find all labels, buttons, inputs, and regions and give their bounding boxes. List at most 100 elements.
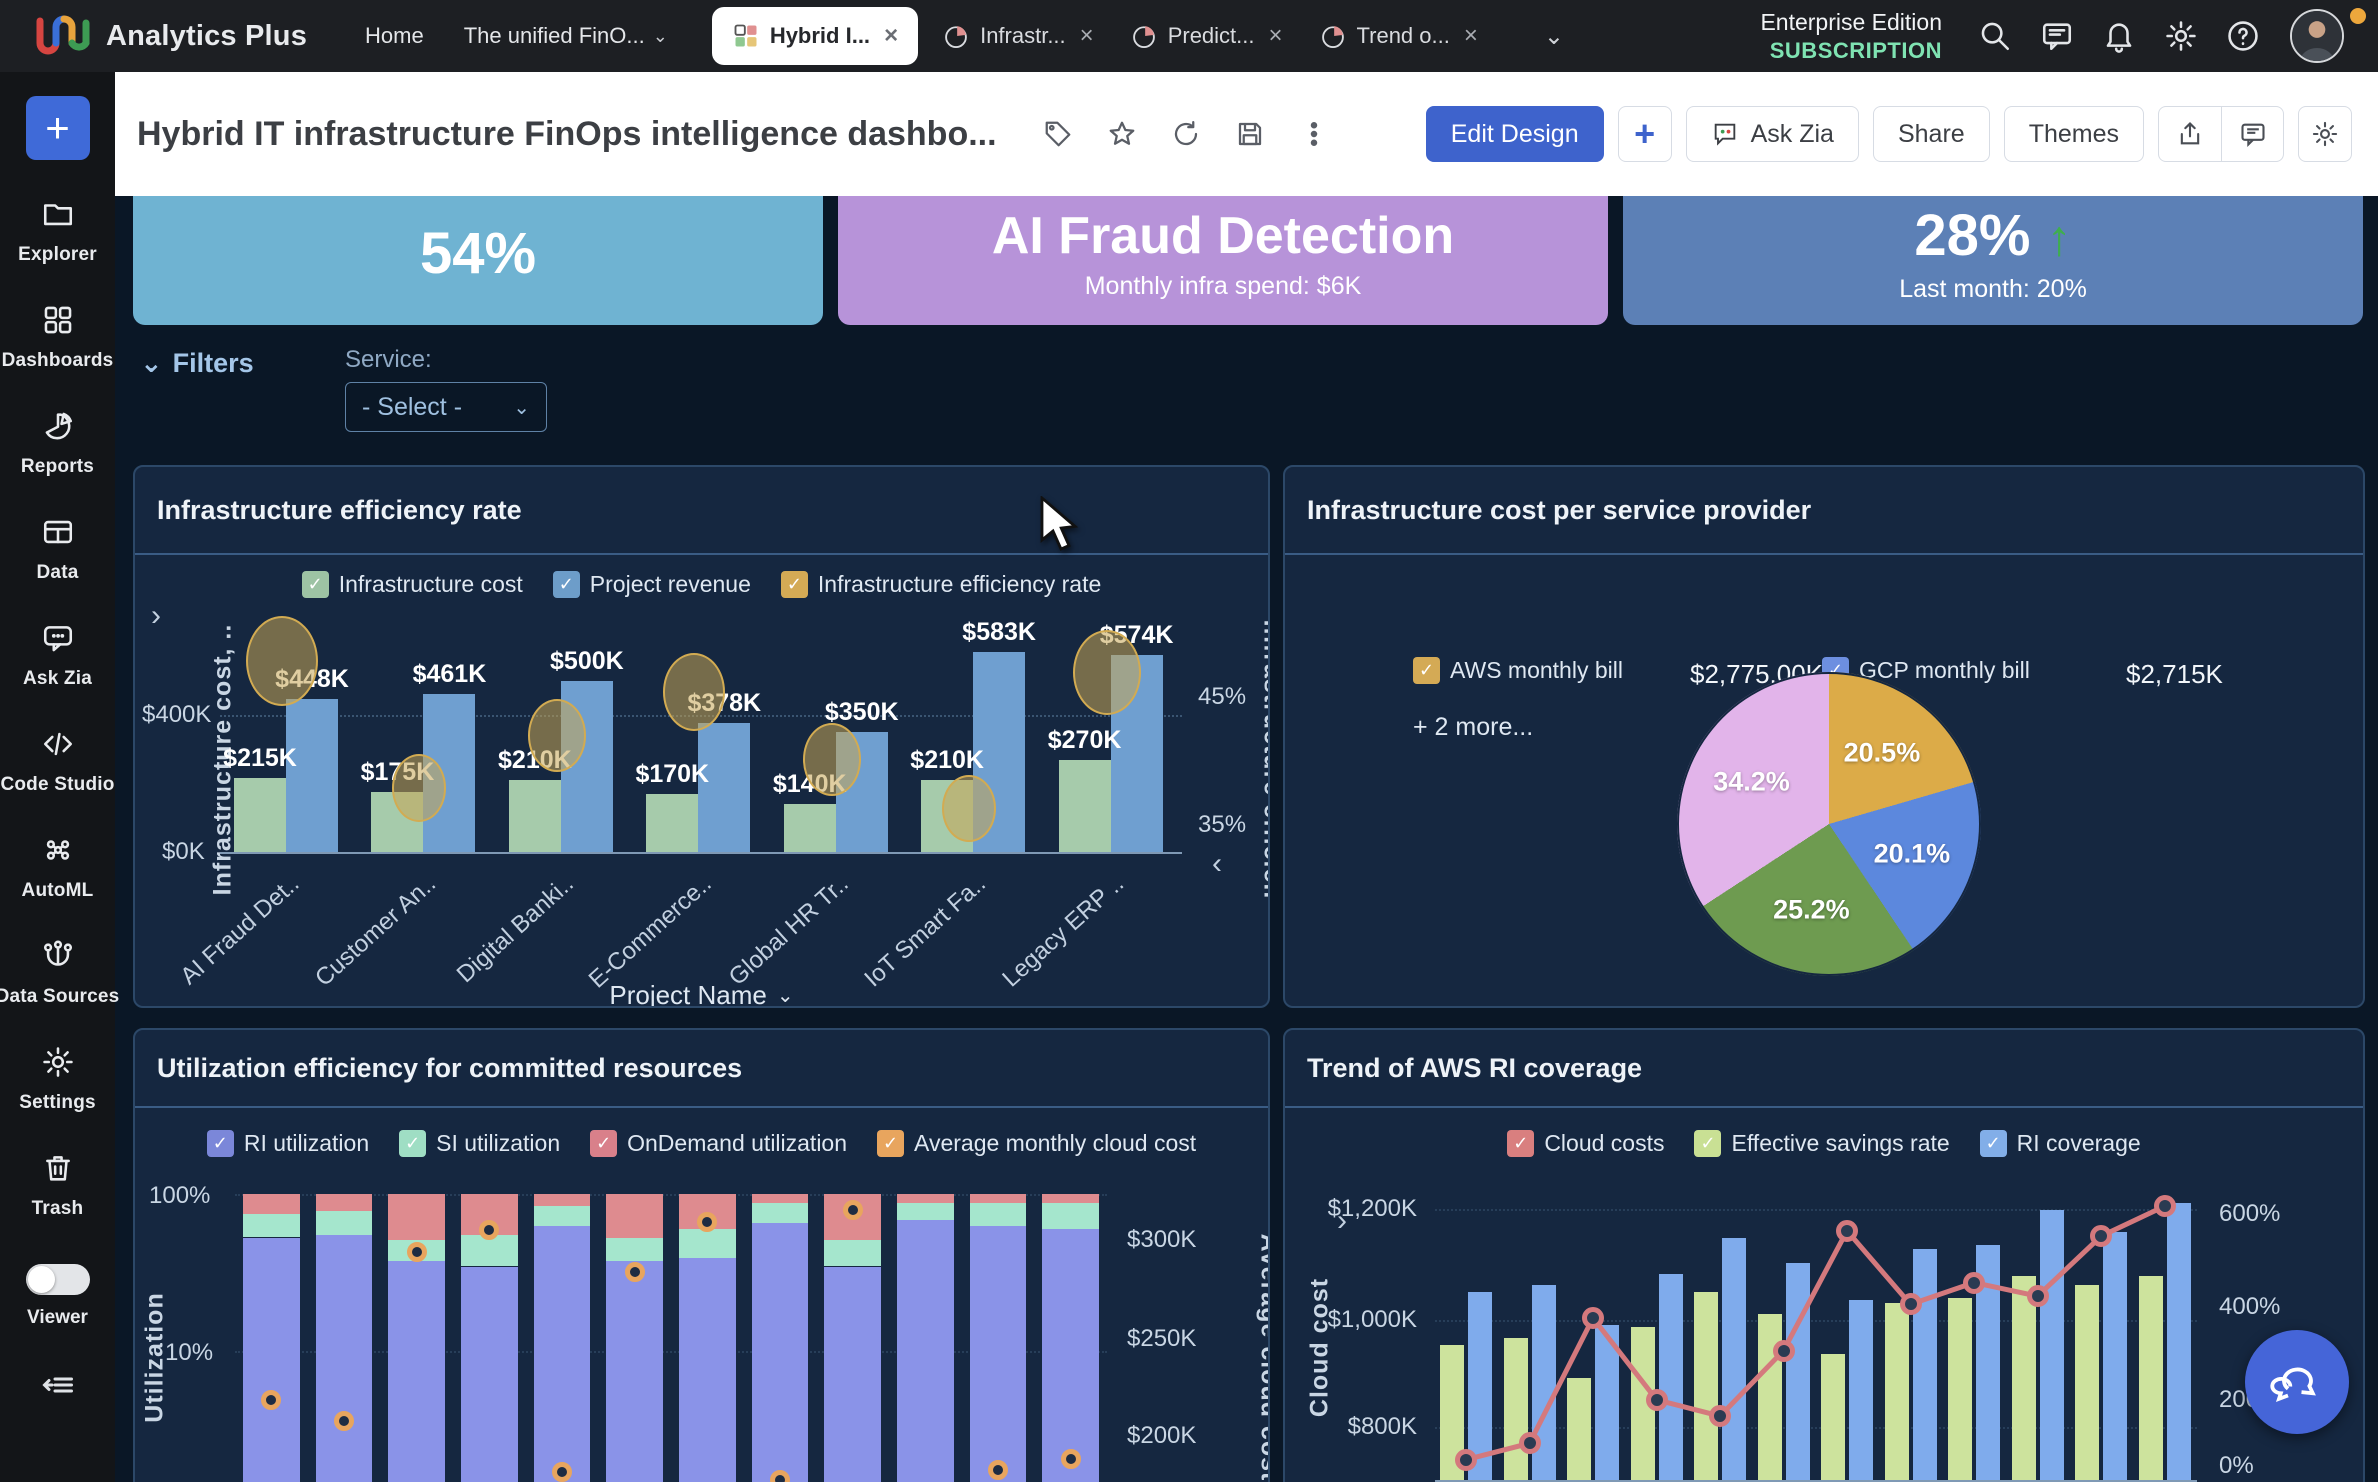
stack-ri-utilization[interactable]: [533, 1225, 591, 1482]
sidebar-item-dashboards[interactable]: Dashboards: [0, 284, 115, 390]
efficiency-bubble[interactable]: [663, 653, 726, 731]
kpi-card-efficiency[interactable]: 54%: [133, 196, 823, 325]
cloud-cost-marker[interactable]: [1709, 1405, 1731, 1428]
stack-ondemand-utilization[interactable]: [969, 1194, 1027, 1203]
bar-effective-savings-rate[interactable]: [2138, 1276, 2163, 1480]
tab-infrastr-[interactable]: Infrastr... ×: [924, 0, 1112, 72]
stack-si-utilization[interactable]: [969, 1202, 1027, 1226]
stack-ondemand-utilization[interactable]: [751, 1194, 809, 1203]
sidebar-item-code-studio[interactable]: Code Studio: [0, 708, 115, 814]
close-tab-icon[interactable]: ×: [1268, 22, 1283, 49]
legend-item-ondemand-utilization[interactable]: ✓ OnDemand utilization: [590, 1130, 847, 1157]
avg-cost-marker[interactable]: [697, 1212, 718, 1233]
sidebar-item-reports[interactable]: Reports: [0, 390, 115, 496]
stack-si-utilization[interactable]: [679, 1228, 736, 1258]
close-tab-icon[interactable]: ×: [1463, 22, 1478, 49]
stack-ri-utilization[interactable]: [388, 1260, 445, 1482]
stack-ri-utilization[interactable]: [606, 1260, 663, 1482]
bar-project-revenue[interactable]: [698, 722, 751, 852]
save-icon[interactable]: [1235, 119, 1265, 149]
bar-ri-coverage[interactable]: [1658, 1273, 1683, 1480]
user-avatar[interactable]: [2290, 9, 2344, 63]
bar-effective-savings-rate[interactable]: [1503, 1338, 1528, 1480]
sidebar-item-settings[interactable]: Settings: [0, 1026, 115, 1132]
bar-ri-coverage[interactable]: [1785, 1262, 1810, 1480]
stack-ri-utilization[interactable]: [679, 1257, 736, 1482]
comments-icon[interactable]: [2221, 107, 2283, 161]
bar-ri-coverage[interactable]: [2166, 1202, 2191, 1480]
support-chat-fab[interactable]: [2245, 1330, 2349, 1434]
kpi-card-growth[interactable]: 28% ↑ Last month: 20%: [1623, 196, 2363, 325]
stack-si-utilization[interactable]: [897, 1202, 954, 1221]
legend-item-infrastructure-efficiency-rate[interactable]: ✓ Infrastructure efficiency rate: [780, 571, 1101, 598]
bar-effective-savings-rate[interactable]: [1567, 1378, 1591, 1480]
nav-item-home[interactable]: Home: [365, 23, 424, 49]
bar-ri-coverage[interactable]: [1722, 1238, 1746, 1480]
bar-infrastructure-cost[interactable]: [234, 778, 286, 852]
cloud-cost-marker[interactable]: [2090, 1225, 2112, 1248]
bar-effective-savings-rate[interactable]: [2011, 1276, 2036, 1480]
stack-ri-utilization[interactable]: [824, 1266, 881, 1482]
bar-effective-savings-rate[interactable]: [2075, 1284, 2099, 1480]
tab-predict-[interactable]: Predict... ×: [1112, 0, 1301, 72]
bar-effective-savings-rate[interactable]: [1821, 1353, 1845, 1480]
tabs-overflow-chevron-icon[interactable]: ⌄: [1543, 22, 1564, 50]
efficiency-bubble[interactable]: [802, 723, 861, 796]
pie-chart[interactable]: [1677, 672, 1981, 976]
bar-project-revenue[interactable]: [286, 698, 338, 852]
stack-ri-utilization[interactable]: [461, 1266, 518, 1482]
stack-si-utilization[interactable]: [533, 1205, 591, 1226]
cloud-cost-marker[interactable]: [1518, 1432, 1541, 1455]
tag-icon[interactable]: [1043, 119, 1073, 149]
sidebar-item-automl[interactable]: AutoML: [0, 814, 115, 920]
bar-infrastructure-cost[interactable]: [783, 804, 836, 852]
avg-cost-marker[interactable]: [1060, 1448, 1081, 1469]
sidebar-item-explorer[interactable]: Explorer: [0, 178, 115, 284]
legend-item-ri-utilization[interactable]: ✓ RI utilization: [206, 1130, 369, 1157]
stack-ri-utilization[interactable]: [751, 1223, 809, 1482]
stack-si-utilization[interactable]: [1042, 1202, 1099, 1229]
stack-ri-utilization[interactable]: [243, 1237, 300, 1482]
x-axis-title[interactable]: Project Name ⌄: [135, 980, 1268, 1006]
tab-hybrid-i-[interactable]: Hybrid I... ×: [711, 7, 919, 65]
bar-effective-savings-rate[interactable]: [1694, 1291, 1718, 1480]
cloud-cost-marker[interactable]: [1455, 1448, 1477, 1471]
efficiency-bubble[interactable]: [1072, 630, 1141, 716]
efficiency-bubble[interactable]: [942, 774, 997, 843]
stack-ri-utilization[interactable]: [1042, 1228, 1099, 1482]
avg-cost-marker[interactable]: [552, 1462, 572, 1482]
stack-si-utilization[interactable]: [824, 1240, 881, 1267]
stack-ondemand-utilization[interactable]: [388, 1194, 445, 1241]
avg-cost-marker[interactable]: [261, 1389, 282, 1410]
cloud-cost-marker[interactable]: [1772, 1339, 1795, 1362]
legend-item-si-utilization[interactable]: ✓ SI utilization: [399, 1130, 560, 1157]
filters-toggle[interactable]: ⌄ Filters: [140, 348, 254, 379]
nav-item-the-unified-fino-[interactable]: The unified FinO... ⌄: [464, 23, 668, 49]
bell-icon[interactable]: [2102, 19, 2136, 53]
kpi-card-ai-fraud-detection[interactable]: AI Fraud Detection Monthly infra spend: …: [838, 196, 1608, 325]
comment-icon[interactable]: [2040, 19, 2074, 53]
bar-ri-coverage[interactable]: [2039, 1209, 2064, 1480]
avg-cost-marker[interactable]: [624, 1261, 645, 1282]
avg-cost-marker[interactable]: [479, 1220, 500, 1241]
avg-cost-marker[interactable]: [406, 1241, 427, 1262]
service-select[interactable]: - Select - ⌄: [345, 382, 547, 432]
bar-effective-savings-rate[interactable]: [1948, 1298, 1972, 1480]
sidebar-item-data-sources[interactable]: Data Sources: [0, 920, 119, 1026]
bar-effective-savings-rate[interactable]: [1757, 1313, 1782, 1480]
cloud-cost-marker[interactable]: [1836, 1219, 1858, 1242]
star-icon[interactable]: [1107, 119, 1137, 149]
stack-ri-utilization[interactable]: [969, 1225, 1027, 1482]
bar-ri-coverage[interactable]: [1912, 1249, 1937, 1480]
legend-item-aws-monthly-bill[interactable]: ✓ AWS monthly bill: [1413, 657, 1623, 684]
cloud-cost-marker[interactable]: [1645, 1388, 1668, 1411]
sidebar-item-trash[interactable]: Trash: [0, 1132, 115, 1238]
stack-si-utilization[interactable]: [751, 1202, 809, 1223]
cloud-cost-marker[interactable]: [2026, 1285, 2049, 1308]
legend-item-project-revenue[interactable]: ✓ Project revenue: [552, 571, 751, 598]
sidebar-item-data[interactable]: Data: [0, 496, 115, 602]
stack-si-utilization[interactable]: [606, 1237, 663, 1261]
stack-ondemand-utilization[interactable]: [533, 1194, 591, 1206]
avg-cost-marker[interactable]: [988, 1460, 1008, 1481]
gear-icon[interactable]: [2164, 19, 2198, 53]
